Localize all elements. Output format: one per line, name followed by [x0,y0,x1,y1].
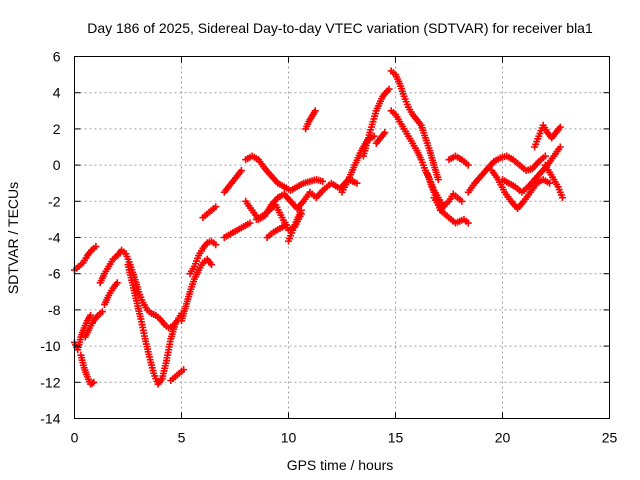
data-point [558,194,566,202]
data-point [297,206,305,214]
y-tick-label: -2 [48,193,61,209]
x-tick-label: 25 [602,430,618,446]
x-axis-label: GPS time / hours [287,457,394,473]
series-s1 [71,243,100,274]
data-point [541,152,549,160]
series-s28 [445,152,472,169]
series-s3 [77,351,98,388]
series-s20 [302,107,319,133]
series-s17 [252,201,305,234]
y-tick-label: -10 [40,338,60,354]
data-point [311,107,319,115]
data-point [212,203,220,211]
y-tick-label: -4 [48,230,61,246]
series-s29 [464,152,549,196]
data-point [282,221,290,229]
data-point [113,279,121,287]
series-s8 [124,261,179,388]
data-point [319,177,327,185]
data-point [207,261,215,269]
y-tick-label: -6 [48,266,61,282]
data-point [212,241,220,249]
y-tick-label: 4 [53,85,61,101]
chart-title: Day 186 of 2025, Sidereal Day-to-day VTE… [87,20,593,36]
x-tick-label: 5 [178,430,186,446]
series-s11 [186,237,220,278]
series-s32 [531,121,564,151]
series-s12 [199,203,220,222]
series-s27 [430,194,472,227]
data-point [353,179,361,187]
data-points [71,67,566,388]
data-point [87,311,95,319]
series-s21 [338,132,378,196]
series-s5 [96,252,121,287]
data-point [90,378,98,386]
x-tick-label: 10 [281,430,297,446]
x-tick-label: 15 [388,430,404,446]
series-s18 [263,221,290,241]
grid [74,56,610,419]
data-point [434,176,442,184]
data-point [171,320,179,328]
series-s4 [81,308,106,341]
series-s14 [220,219,254,241]
y-tick-label: -12 [40,374,60,390]
series-s6 [100,279,121,308]
series-s10 [178,255,215,325]
data-point [92,243,100,251]
series-s23 [372,129,389,147]
data-point [370,132,378,140]
series-s31 [499,143,564,196]
data-point [381,129,389,137]
data-point [458,197,466,205]
data-point [546,179,554,187]
series-s33 [541,161,566,202]
data-point [237,167,245,175]
data-point [464,161,472,169]
series-s7 [113,246,185,332]
series-s26 [424,170,466,214]
y-axis-label: SDTVAR / TECUs [5,182,21,294]
series-s16 [242,176,361,223]
y-tick-label: 0 [53,157,61,173]
x-tick-label: 20 [495,430,511,446]
y-tick-label: 2 [53,121,61,137]
series-s22 [359,85,393,160]
series-s24 [387,67,442,184]
y-tick-label: -14 [40,411,60,427]
series-s2 [71,311,95,354]
y-tick-label: -8 [48,302,61,318]
data-point [246,219,254,227]
x-tick-label: 0 [71,430,79,446]
data-point [98,308,106,316]
data-point [556,143,564,151]
data-point [556,123,564,131]
y-tick-label: 6 [53,49,61,65]
data-point [385,85,393,93]
series-s19 [285,206,305,245]
data-point [180,366,188,374]
series-s13 [220,167,245,196]
axis-ticks: 0 5 10 15 20 25 -14 -12 -10 -8 -6 -4 -2 0 2 4 6 [40,49,617,446]
series-s9 [167,366,188,384]
series-s15 [242,152,327,194]
data-point [464,219,472,227]
